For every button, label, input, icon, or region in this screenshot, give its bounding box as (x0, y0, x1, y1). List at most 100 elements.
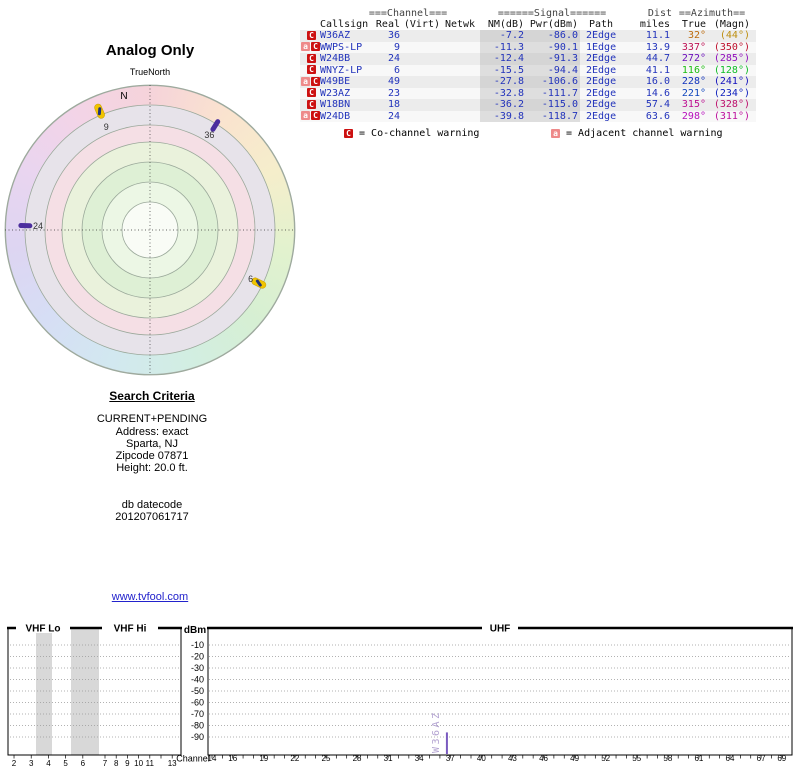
vhf-channel-label: 2 (12, 759, 17, 768)
vhf-channel-label: 11 (146, 759, 155, 768)
warning-legend: C = Co-channel warning a = Adjacent chann… (300, 128, 756, 140)
cell-path: 2Edge (586, 99, 617, 110)
uhf-channel-label: 58 (663, 754, 672, 763)
table-row: a C WWPS-LP 9 -11.3 -90.1 1Edge 13.9 337° (350°) (300, 41, 756, 53)
station-marker-6 (251, 277, 267, 289)
cell-path: 2Edge (586, 30, 617, 41)
cell-real-channel: 24 (387, 110, 400, 122)
cell-magn-azimuth: (234°) (713, 87, 750, 99)
cell-callsign: WNYZ-LP (320, 64, 363, 76)
cell-path: 2Edge (586, 64, 617, 76)
cell-true-azimuth: 337° (681, 41, 706, 53)
cell-magn-azimuth: (350°) (713, 41, 750, 53)
cell-path: 1Edge (586, 41, 617, 53)
criteria-line: Height: 20.0 ft. (116, 462, 188, 475)
cell-miles: 41.1 (645, 64, 670, 76)
co-channel-flag: C (311, 42, 320, 51)
vhf-channel-label: 7 (103, 759, 108, 768)
cell-pwr-dbm: -94.4 (526, 64, 580, 76)
uhf-channel-label: 31 (384, 754, 393, 763)
x-axis-label: Channel (176, 754, 210, 764)
cell-path: 2Edge (586, 53, 617, 64)
band-label: VHF Hi (114, 624, 147, 635)
co-channel-flag: C (307, 99, 316, 109)
cell-flags: C (300, 65, 316, 77)
db-datecode-value: 201207061717 (115, 511, 189, 524)
station-marker-9 (94, 103, 105, 119)
uhf-channel-label: 67 (757, 754, 766, 763)
legend-item: a = Adjacent channel warning (550, 128, 723, 140)
cell-magn-azimuth: (44°) (719, 30, 750, 41)
station-table: ===Channel=== ======Signal====== Dist ==… (300, 8, 756, 140)
cell-miles: 16.0 (645, 76, 670, 87)
y-tick-label: -50 (191, 686, 204, 696)
cell-real-channel: 49 (387, 76, 400, 87)
cell-magn-azimuth: (128°) (713, 64, 750, 76)
cell-magn-azimuth: (241°) (713, 76, 750, 87)
cell-pwr-dbm: -115.0 (526, 99, 580, 111)
cell-true-azimuth: 298° (681, 110, 706, 122)
cell-real-channel: 18 (387, 99, 400, 110)
table-row: C WNYZ-LP 6 -15.5 -94.4 2Edge 41.1 116° (128°) (300, 64, 756, 77)
cell-nm-db: -7.2 (480, 30, 526, 42)
uhf-channel-label: 69 (777, 754, 786, 763)
co-channel-flag: C (307, 53, 316, 63)
adjacent-channel-flag: a (551, 128, 560, 138)
uhf-channel-label: 22 (290, 754, 299, 763)
spectrum-station-label: W36AZ (431, 710, 442, 753)
column-header: Real (375, 18, 400, 30)
cell-miles: 44.7 (645, 53, 670, 64)
uhf-channel-label: 16 (228, 754, 237, 763)
co-channel-flag: C (307, 88, 316, 97)
table-header-row: Callsign Real (Virt) Netwk NM(dB) Pwr(dBm) Pat… (300, 19, 756, 30)
station-marker-36 (210, 119, 221, 132)
station-marker-label: 36 (204, 130, 214, 140)
column-header: Path (588, 18, 614, 30)
cell-callsign: W18BN (320, 99, 351, 110)
cell-nm-db: -32.8 (480, 87, 526, 99)
station-marker-label: 6 (248, 274, 253, 284)
table-body: C W36AZ 36 -7.2 -86.0 2Edge 11.1 32° (44°) a C WWPS… (300, 30, 756, 122)
station-marker-24 (18, 222, 33, 229)
cell-nm-db: -15.5 (480, 64, 526, 76)
column-header: Pwr(dBm) (529, 18, 578, 30)
y-tick-label: -70 (191, 709, 204, 719)
channel-ticks (13, 755, 783, 759)
co-channel-flag: C (311, 111, 320, 120)
uhf-channel-label: 46 (539, 754, 548, 763)
cell-miles: 13.9 (645, 41, 670, 53)
cell-callsign: W24DB (320, 110, 351, 122)
cell-flags: C (300, 99, 316, 111)
column-header: (Magn) (713, 18, 750, 30)
cell-callsign: W49BE (320, 76, 351, 87)
criteria-line: Address: exact (115, 425, 189, 438)
column-header: NM(dB) (487, 18, 524, 30)
group-header-channel: ===Channel=== (368, 8, 448, 19)
cell-miles: 57.4 (645, 99, 670, 110)
cell-miles: 14.6 (645, 87, 670, 99)
column-header: Netwk (444, 18, 476, 30)
uhf-channel-label: 64 (726, 754, 735, 763)
vhf-channel-label: 9 (125, 759, 130, 768)
cell-nm-db: -11.3 (480, 41, 526, 53)
cell-true-azimuth: 221° (681, 87, 706, 99)
legend-item: C = Co-channel warning (343, 128, 479, 140)
search-criteria-lines: CURRENT+PENDING Address: exact Sparta, NJ Z… (42, 413, 262, 474)
radar-rings (4, 84, 296, 376)
tvfool-link[interactable]: www.tvfool.com (111, 591, 189, 603)
radar-title: Analog Only (105, 42, 195, 59)
cell-flags: C (300, 53, 316, 65)
search-criteria-heading: Search Criteria (109, 389, 195, 403)
cell-true-azimuth: 116° (681, 64, 706, 76)
band-label: UHF (490, 624, 511, 635)
co-channel-flag: C (344, 128, 353, 138)
y-tick-label: -90 (191, 732, 204, 742)
radar-canvas: N 36 9 24 6 (4, 84, 296, 376)
cell-nm-db: -39.8 (480, 110, 526, 122)
plot-boxes (7, 626, 793, 756)
column-header: True (681, 18, 706, 30)
uhf-channel-label: 52 (601, 754, 610, 763)
site-link-wrap: www.tvfool.com (0, 591, 300, 603)
cell-pwr-dbm: -86.0 (526, 30, 580, 42)
